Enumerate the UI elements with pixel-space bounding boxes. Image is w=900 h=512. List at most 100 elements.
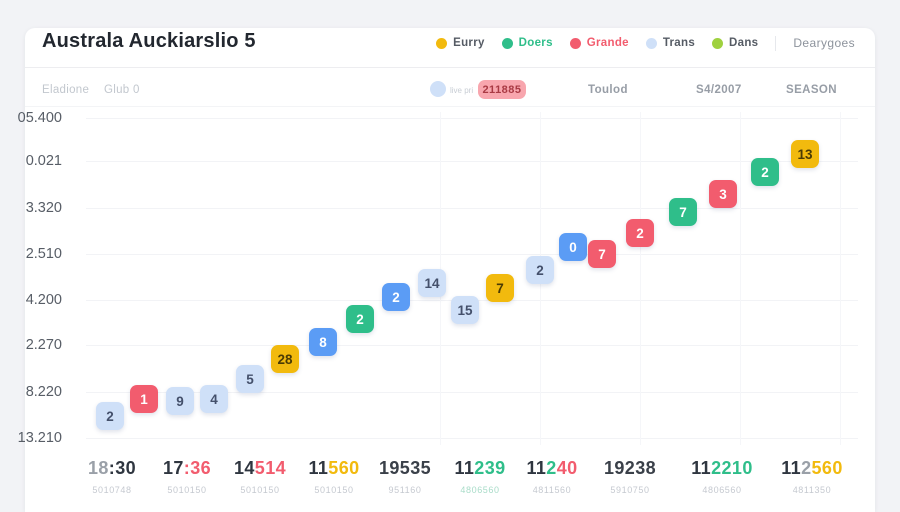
data-box[interactable]: 7 (669, 198, 697, 226)
gridline-horizontal (86, 118, 858, 119)
data-box[interactable]: 13 (791, 140, 819, 168)
x-tick-number: 112210 (667, 458, 777, 479)
y-axis-label: 3.320 (25, 200, 62, 216)
data-box[interactable]: 28 (271, 345, 299, 373)
data-box[interactable]: 7 (486, 274, 514, 302)
legend-item-label: Grande (586, 37, 629, 49)
period-selector-2[interactable]: S4/2007 (696, 84, 742, 96)
x-tick-number-segment: 11 (781, 458, 802, 478)
data-box[interactable]: 2 (751, 158, 779, 186)
legend-item-label: Eurry (453, 37, 485, 49)
data-box[interactable]: 9 (166, 387, 194, 415)
period-selector-1[interactable]: Toulod (588, 84, 628, 96)
data-box[interactable]: 0 (559, 233, 587, 261)
gridline-horizontal (86, 345, 858, 346)
gridline-horizontal (86, 254, 858, 255)
x-tick: 19238 5910750 (575, 458, 685, 495)
legend-dot-icon (645, 37, 657, 49)
x-tick: 11239 4806560 (425, 458, 535, 495)
x-tick-number-segment: 11 (308, 458, 329, 478)
x-tick-sublabel: 951160 (388, 485, 422, 495)
legend-item-label: Dans (729, 37, 759, 49)
data-box[interactable]: 15 (451, 296, 479, 324)
y-axis-label: 05.400 (17, 110, 62, 126)
page-title: Australa Auckiarslio 5 (42, 30, 256, 52)
y-axis-label: 13.210 (17, 430, 62, 446)
gridline-horizontal (86, 438, 858, 439)
y-axis-label: 8.220 (25, 384, 62, 400)
gridline-vertical (840, 112, 841, 445)
legend-item-dans[interactable]: Dans (712, 37, 758, 49)
legend-item-doers[interactable]: Doers (501, 37, 553, 49)
data-box[interactable]: 2 (382, 283, 410, 311)
toolbar-tab-eladione[interactable]: Eladione (42, 84, 90, 96)
toolbar-divider (25, 106, 875, 107)
x-tick-number-segment: 14 (233, 458, 255, 478)
x-tick-number: 18:30 (57, 458, 167, 479)
data-box[interactable]: 3 (709, 180, 737, 208)
legend-item-trans[interactable]: Trans (645, 37, 696, 49)
data-box[interactable]: 2 (96, 402, 124, 430)
x-tick-sublabel: 5010150 (167, 485, 207, 495)
legend-item-label: Doers (518, 37, 553, 49)
x-tick-number: 11560 (279, 458, 389, 479)
gridline-horizontal (86, 161, 858, 162)
x-tick-number-segment: 239 (474, 458, 506, 478)
x-tick-sublabel: 4806560 (460, 485, 500, 495)
x-tick-number-segment: :30 (108, 458, 137, 478)
legend-dot-icon (569, 37, 581, 49)
y-axis-label: 4.200 (25, 292, 62, 308)
x-tick-sublabel: 5010150 (314, 485, 354, 495)
x-tick-number-segment: 11 (526, 458, 547, 478)
legend-item-eurry[interactable]: Eurry (436, 37, 485, 49)
filter-badge[interactable]: 211885 (478, 80, 526, 99)
legend-more-link[interactable]: Dearygoes (793, 36, 855, 50)
x-tick-number: 17:36 (132, 458, 242, 479)
x-tick-number-segment: :36 (183, 458, 212, 478)
toolbar-tab-glub[interactable]: Glub 0 (104, 84, 140, 96)
x-tick-number-segment: 19238 (603, 458, 657, 478)
legend-dot-icon (712, 37, 724, 49)
period-selector-3[interactable]: SEASON (786, 84, 837, 96)
x-tick-number-segment: 514 (254, 458, 287, 478)
legend-item-label: Trans (662, 37, 696, 49)
x-tick: 19535 951160 (350, 458, 460, 495)
x-tick: 11560 5010150 (279, 458, 389, 495)
header-divider (25, 67, 875, 68)
x-tick-number-segment: 2 (546, 458, 557, 478)
data-box[interactable]: 8 (309, 328, 337, 356)
x-tick-number: 14514 (205, 458, 315, 479)
x-tick: 14514 5010150 (205, 458, 315, 495)
x-tick-number-segment: 560 (811, 458, 843, 478)
data-box[interactable]: 2 (526, 256, 554, 284)
x-tick: 112560 4811350 (757, 458, 867, 495)
legend-item-grande[interactable]: Grande (569, 37, 629, 49)
data-box[interactable]: 2 (346, 305, 374, 333)
data-box[interactable]: 5 (236, 365, 264, 393)
x-tick: 17:36 5010150 (132, 458, 242, 495)
x-tick-number-segment: 11 (454, 458, 475, 478)
x-tick-sublabel: 5010748 (92, 485, 132, 495)
gridline-vertical (740, 112, 741, 445)
x-tick-number-segment: 18 (87, 458, 109, 478)
legend-dot-icon (501, 37, 513, 49)
y-axis-label: 2.270 (25, 337, 62, 353)
x-tick-number-segment: 11 (691, 458, 712, 478)
live-indicator-icon (430, 81, 446, 97)
x-tick-number: 19535 (350, 458, 460, 479)
x-tick-number-segment: 2 (801, 458, 812, 478)
x-tick-number: 11239 (425, 458, 535, 479)
x-tick-number-segment: 19535 (378, 458, 432, 478)
x-tick: 112210 4806560 (667, 458, 777, 495)
x-tick-sublabel: 4806560 (702, 485, 742, 495)
x-tick: 18:30 5010748 (57, 458, 167, 495)
data-box[interactable]: 4 (200, 385, 228, 413)
data-box[interactable]: 14 (418, 269, 446, 297)
data-box[interactable]: 1 (130, 385, 158, 413)
data-box[interactable]: 2 (626, 219, 654, 247)
x-tick-number: 112560 (757, 458, 867, 479)
legend-dot-icon (436, 37, 448, 49)
data-box[interactable]: 7 (588, 240, 616, 268)
x-tick-sublabel: 5010150 (240, 485, 280, 495)
